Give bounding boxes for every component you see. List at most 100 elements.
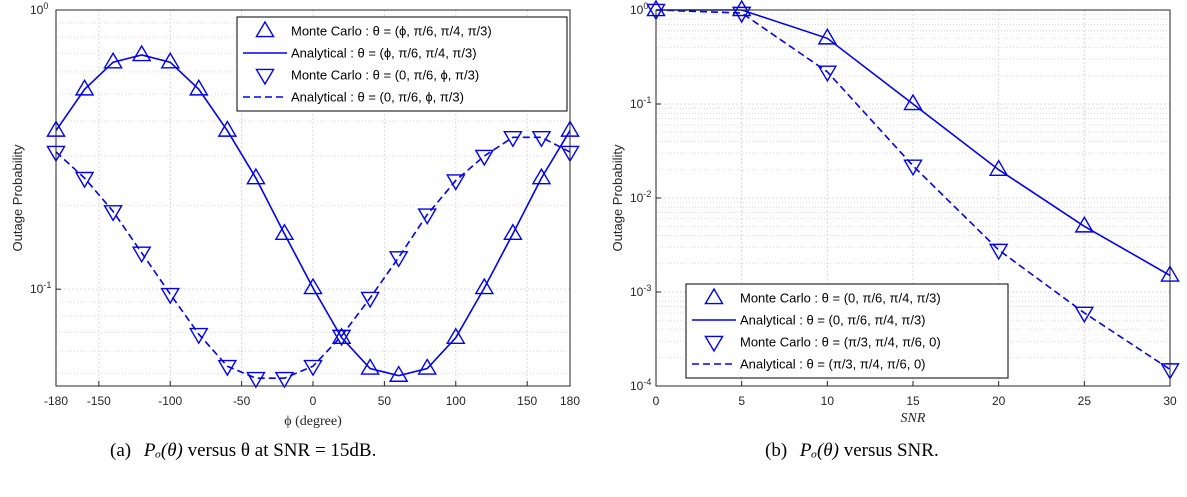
- legend-label: Monte Carlo : θ = (ϕ, π/6, π/4, π/3): [291, 24, 492, 39]
- triangle-down-marker: [388, 251, 409, 268]
- legend-label: Monte Carlo : θ = (0, π/6, ϕ, π/3): [291, 68, 479, 83]
- x-tick-label: 50: [378, 394, 392, 408]
- caption-b-text: versus SNR.: [843, 440, 939, 461]
- legend-box: [685, 283, 1009, 379]
- triangle-down-marker: [817, 65, 838, 83]
- x-tick-label: 0: [653, 394, 660, 408]
- y-tick-label: 10-2: [630, 189, 651, 205]
- caption-a-text: versus θ at SNR = 15dB.: [187, 440, 377, 461]
- triangle-down-marker: [731, 6, 752, 24]
- chart-a-ylabel: Outage Probability: [10, 144, 25, 251]
- legend-box: [236, 16, 568, 112]
- y-tick-label: 100: [30, 1, 48, 17]
- triangle-down-marker: [988, 243, 1009, 261]
- triangle-down-marker: [503, 131, 523, 148]
- caption-a-tag: (a): [110, 440, 132, 461]
- triangle-down-marker: [160, 287, 180, 305]
- chart-a-ticks: -180 -150 -100 -50 0 50 100 150 180 10-1 100: [30, 1, 580, 408]
- triangle-up-marker: [189, 78, 209, 96]
- triangle-down-marker: [903, 159, 923, 177]
- x-tick-label: -180: [44, 394, 68, 408]
- triangle-down-marker: [531, 131, 552, 148]
- y-tick-label: 100: [630, 1, 648, 17]
- legend-label: Analytical : θ = (0, π/6, ϕ, π/3): [291, 90, 464, 105]
- triangle-down-marker: [189, 327, 209, 345]
- caption-b-tag: (b): [765, 440, 788, 461]
- x-tick-label: 20: [992, 394, 1006, 408]
- triangle-down-marker: [103, 205, 123, 222]
- y-tick-label: 10-4: [630, 377, 651, 393]
- triangle-down-marker: [131, 246, 152, 264]
- triangle-down-marker: [360, 291, 380, 309]
- triangle-up-marker: [246, 167, 266, 185]
- chart-a-legend: Monte Carlo : θ = (ϕ, π/6, π/4, π/3) Anal…: [236, 16, 568, 112]
- chart-b-markers: [646, 0, 1180, 380]
- chart-a: -180 -150 -100 -50 0 50 100 150 180 10-1 100 Outag…: [10, 1, 580, 429]
- x-tick-label: 25: [1078, 394, 1092, 408]
- triangle-up-marker: [103, 51, 123, 69]
- y-tick-label: 10-1: [30, 280, 51, 296]
- triangle-up-marker: [1074, 215, 1095, 233]
- y-tick-label: 10-3: [630, 283, 651, 299]
- triangle-down-marker: [1074, 306, 1095, 324]
- series-line-dashed: [55, 136, 571, 380]
- series-line-dashed: [655, 9, 1171, 371]
- legend-label: Analytical : θ = (0, π/6, π/4, π/3): [740, 313, 926, 328]
- x-tick-label: -100: [158, 394, 182, 408]
- triangle-up-marker: [74, 78, 95, 96]
- triangle-up-marker: [274, 223, 295, 241]
- x-tick-label: 30: [1163, 394, 1177, 408]
- triangle-down-marker: [303, 359, 323, 377]
- triangle-up-marker: [360, 358, 380, 375]
- x-tick-label: -150: [87, 394, 111, 408]
- triangle-up-marker: [217, 120, 238, 137]
- x-tick-label: 0: [310, 394, 317, 408]
- chart-a-lines: [55, 54, 571, 380]
- x-tick-label: 15: [906, 394, 920, 408]
- x-tick-label: 180: [560, 394, 580, 408]
- triangle-up-marker: [474, 277, 495, 295]
- chart-b-ticks: 0 5 10 15 20 25 30 10-4 10-3 10-2 10-1 100: [630, 1, 1177, 408]
- chart-b-xlabel: SNR: [901, 411, 926, 426]
- legend-label: Monte Carlo : θ = (π/3, π/4, π/6, 0): [740, 335, 941, 350]
- triangle-up-marker: [731, 0, 752, 17]
- triangle-up-marker: [988, 159, 1009, 176]
- caption-a: (a) Pₒ(θ) versus θ at SNR = 15dB.: [110, 440, 376, 462]
- triangle-up-marker: [503, 223, 523, 241]
- triangle-down-marker: [246, 371, 266, 389]
- triangle-up-marker: [131, 44, 152, 62]
- chart-b: 0 5 10 15 20 25 30 10-4 10-3 10-2 10-1 100 Outage P…: [610, 0, 1180, 426]
- y-tick-label: 10-1: [630, 95, 651, 111]
- legend-marker-icon: [255, 68, 275, 86]
- x-tick-label: -50: [233, 394, 251, 408]
- triangle-up-marker: [531, 167, 552, 185]
- triangle-up-marker: [388, 365, 409, 382]
- chart-a-xlabel: ϕ (degree): [284, 414, 342, 429]
- triangle-down-marker: [646, 3, 666, 21]
- triangle-down-marker: [274, 371, 295, 389]
- triangle-down-marker: [217, 359, 238, 377]
- legend-marker-icon: [704, 335, 724, 353]
- chart-a-markers: [46, 44, 580, 389]
- x-tick-label: 10: [821, 394, 835, 408]
- triangle-down-marker: [446, 174, 466, 191]
- triangle-up-marker: [303, 277, 323, 295]
- x-tick-label: 150: [517, 394, 537, 408]
- caption-a-math: Pₒ(θ): [143, 440, 183, 461]
- triangle-up-marker: [817, 27, 838, 45]
- chart-b-ylabel: Outage Probability: [610, 144, 625, 251]
- triangle-down-marker: [474, 149, 495, 167]
- legend-marker-icon: [704, 287, 724, 305]
- triangle-up-marker: [417, 358, 437, 375]
- series-line-solid: [55, 54, 571, 377]
- caption-b: (b) Pₒ(θ) versus SNR.: [765, 440, 939, 462]
- triangle-down-marker: [331, 329, 352, 347]
- triangle-down-marker: [74, 171, 95, 189]
- triangle-up-marker: [903, 93, 923, 111]
- chart-b-legend: Monte Carlo : θ = (0, π/6, π/4, π/3) Anal…: [685, 283, 1009, 379]
- x-tick-label: 100: [446, 394, 466, 408]
- x-tick-label: 5: [738, 394, 745, 408]
- legend-label: Analytical : θ = (π/3, π/4, π/6, 0): [740, 357, 926, 372]
- triangle-up-marker: [446, 327, 466, 345]
